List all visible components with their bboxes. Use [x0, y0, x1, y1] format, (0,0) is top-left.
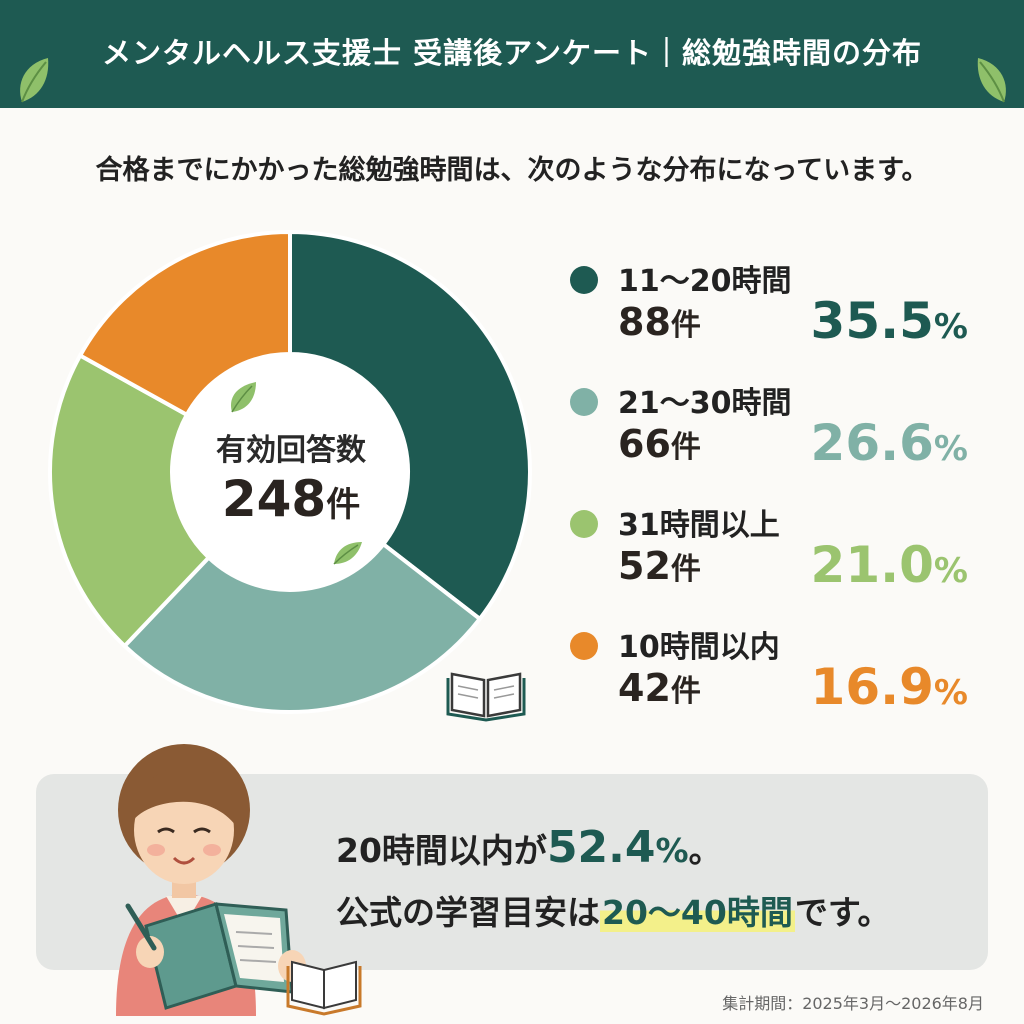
legend-label: 10時間以内	[618, 630, 780, 665]
legend-count-value: 52	[618, 544, 671, 588]
legend-percent-value: 21.0	[810, 536, 934, 594]
legend-count-value: 42	[618, 666, 671, 710]
summary-line-2: 公式の学習目安は20〜40時間です。	[336, 886, 891, 934]
legend-percent: 26.6%	[811, 414, 968, 472]
donut-chart	[48, 229, 532, 714]
center-count-value: 248	[221, 470, 327, 528]
summary-highlight-percent: 52.4	[546, 822, 656, 873]
legend-percent-value: 26.6	[810, 414, 934, 472]
center-count: 248件	[191, 470, 391, 528]
legend-count: 52件	[618, 544, 701, 588]
center-label: 有効回答数	[216, 433, 366, 468]
legend-label: 11〜20時間	[618, 264, 792, 299]
legend-count-value: 88	[618, 300, 671, 344]
legend-percent-unit: %	[933, 429, 968, 469]
legend-count-unit: 件	[670, 308, 701, 343]
legend-count-value: 66	[618, 422, 671, 466]
summary-highlight-hours: 20〜40時間	[600, 893, 795, 932]
center-count-unit: 件	[326, 485, 361, 525]
legend-count: 66件	[618, 422, 701, 466]
leaf-icon-right	[977, 58, 1006, 103]
legend-percent-unit: %	[933, 551, 968, 591]
summary-line-2-post: です。	[794, 893, 891, 932]
leaf-icon-small	[333, 542, 362, 565]
legend-item: 31時間以上 52件 21.0%	[570, 496, 990, 606]
legend-count: 42件	[618, 666, 701, 710]
open-book-icon	[446, 672, 526, 722]
legend-percent: 35.5%	[811, 292, 968, 350]
legend-percent-unit: %	[933, 307, 968, 347]
legend-percent: 16.9%	[811, 658, 968, 716]
leaf-icon-small	[231, 382, 256, 413]
summary-highlight-unit: %	[655, 831, 689, 870]
legend-count: 88件	[618, 300, 701, 344]
legend-percent-unit: %	[933, 673, 968, 713]
donut-slice-1	[288, 229, 532, 622]
legend-percent: 21.0%	[811, 536, 968, 594]
donut-hole	[172, 354, 408, 590]
donut-slice-2	[121, 541, 483, 714]
legend-label: 21〜30時間	[618, 386, 792, 421]
summary-line-1-post: 。	[688, 831, 722, 870]
summary-line-2-pre: 公式の学習目安は	[336, 893, 600, 932]
header-bar: メンタルヘルス支援士 受講後アンケート｜総勉強時間の分布	[0, 0, 1024, 108]
summary-line-1-pre: 20時間以内が	[336, 831, 547, 870]
legend-count-unit: 件	[670, 430, 701, 465]
legend-percent-value: 16.9	[810, 658, 934, 716]
legend-dot	[570, 266, 598, 294]
legend-dot	[570, 632, 598, 660]
survey-period: 集計期間：2025年3月〜2026年8月	[722, 994, 984, 1013]
leaf-icon-left	[20, 58, 49, 103]
summary-line-1: 20時間以内が52.4%。	[336, 822, 722, 873]
legend-item: 10時間以内 42件 16.9%	[570, 618, 990, 728]
legend-dot	[570, 510, 598, 538]
subtitle: 合格までにかかった総勉強時間は、次のような分布になっています。	[95, 155, 929, 186]
legend-item: 11〜20時間 88件 35.5%	[570, 252, 990, 362]
legend-percent-value: 35.5	[810, 292, 934, 350]
legend-count-unit: 件	[670, 674, 701, 709]
legend-item: 21〜30時間 66件 26.6%	[570, 374, 990, 484]
page-title: メンタルヘルス支援士 受講後アンケート｜総勉強時間の分布	[102, 36, 922, 70]
legend-count-unit: 件	[670, 552, 701, 587]
woman-reading-illustration	[116, 744, 362, 1016]
legend-label: 31時間以上	[618, 508, 780, 543]
legend-dot	[570, 388, 598, 416]
